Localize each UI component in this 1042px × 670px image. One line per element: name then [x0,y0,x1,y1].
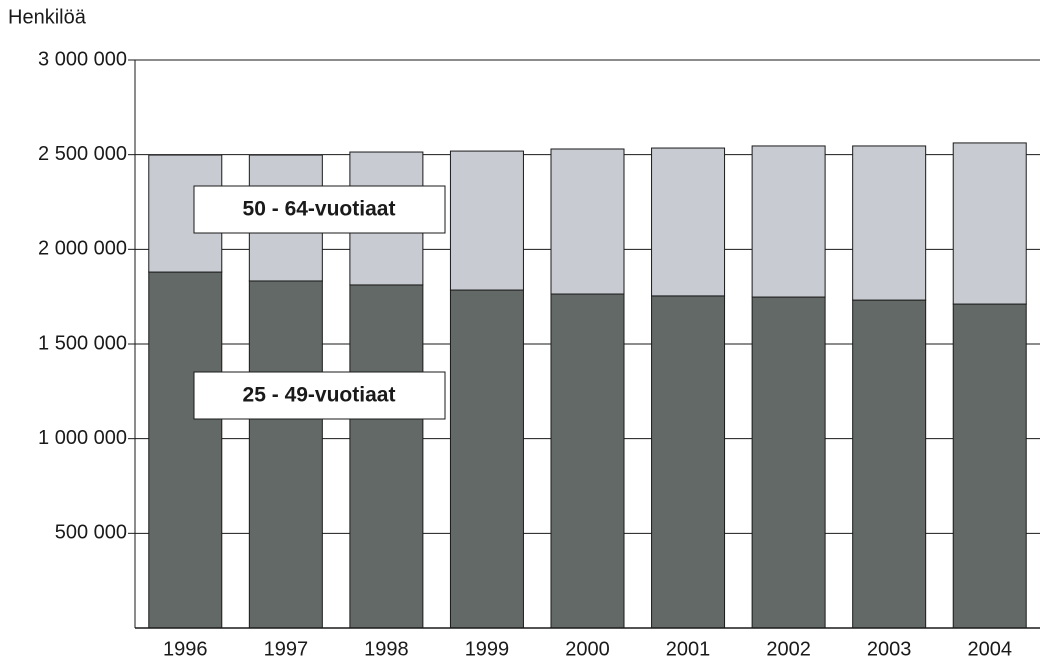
bar-segment [952,142,1027,305]
bar-segment [651,147,726,297]
bar-segment [651,295,726,629]
legend-label: 25 - 49-vuotiaat [243,384,396,407]
x-tick-label: 2004 [967,638,1012,660]
bar-segment [952,303,1027,629]
legend-box [193,185,446,234]
y-axis-title: Henkilöä [8,6,87,28]
x-tick-label: 2003 [867,638,912,660]
bar-segment [751,145,826,298]
bar-segment [852,145,927,301]
y-tick-label: 1 500 000 [38,332,127,354]
y-tick-label: 500 000 [55,522,127,544]
bar-segment [550,148,625,295]
legend-label: 50 - 64-vuotiaat [243,198,396,221]
x-tick-label: 2000 [565,638,610,660]
y-tick-label: 3 000 000 [38,48,127,70]
y-tick-label: 2 000 000 [38,238,127,260]
bar-segment [449,150,524,291]
x-tick-label: 1998 [364,638,409,660]
x-tick-label: 1996 [163,638,208,660]
bar-segment [852,299,927,629]
x-tick-label: 1997 [264,638,309,660]
y-tick-label: 2 500 000 [38,143,127,165]
bar-segment [248,280,323,629]
x-tick-label: 2001 [666,638,711,660]
y-tick-label: 1 000 000 [38,427,127,449]
bar-segment [550,293,625,629]
bar-segment [751,296,826,629]
bar-segment [349,284,424,629]
x-tick-label: 1999 [465,638,510,660]
x-tick-label: 2002 [766,638,811,660]
bar-segment [449,289,524,629]
bar-segment [148,271,223,629]
legend-box [193,371,446,420]
